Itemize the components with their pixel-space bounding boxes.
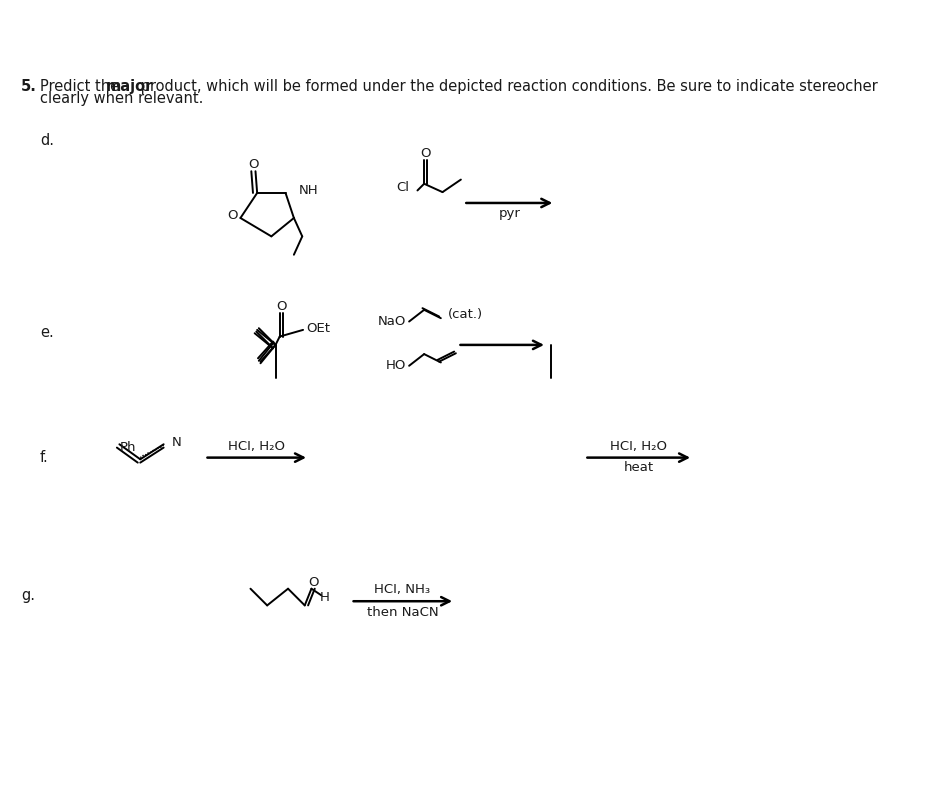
Text: O: O xyxy=(421,147,431,160)
Text: HCI, H₂O: HCI, H₂O xyxy=(228,440,285,453)
Text: f.: f. xyxy=(40,450,49,465)
Text: then NaCN: then NaCN xyxy=(366,606,438,619)
Text: Predict the: Predict the xyxy=(40,78,124,93)
Text: 5.: 5. xyxy=(21,78,37,93)
Text: O: O xyxy=(228,209,239,222)
Text: HO: HO xyxy=(387,359,407,372)
Text: HCI, H₂O: HCI, H₂O xyxy=(610,440,667,453)
Text: OEt: OEt xyxy=(306,322,330,335)
Text: Cl: Cl xyxy=(396,182,409,194)
Text: pyr: pyr xyxy=(499,207,520,220)
Text: (cat.): (cat.) xyxy=(449,308,484,322)
Text: heat: heat xyxy=(623,461,654,474)
Text: clearly when relevant.: clearly when relevant. xyxy=(40,91,204,106)
Text: O: O xyxy=(249,158,259,171)
Text: Ph: Ph xyxy=(119,441,136,454)
Text: NaO: NaO xyxy=(378,315,407,328)
Text: H: H xyxy=(320,591,329,604)
Text: major: major xyxy=(106,78,154,93)
Text: product, which will be formed under the depicted reaction conditions. Be sure to: product, which will be formed under the … xyxy=(136,78,878,93)
Text: HCI, NH₃: HCI, NH₃ xyxy=(375,583,430,596)
Text: g.: g. xyxy=(21,588,35,603)
Text: e.: e. xyxy=(40,325,54,340)
Text: O: O xyxy=(277,300,287,313)
Text: O: O xyxy=(308,576,318,589)
Text: d.: d. xyxy=(40,133,54,148)
Text: NH: NH xyxy=(299,184,318,197)
Text: N: N xyxy=(172,436,181,449)
